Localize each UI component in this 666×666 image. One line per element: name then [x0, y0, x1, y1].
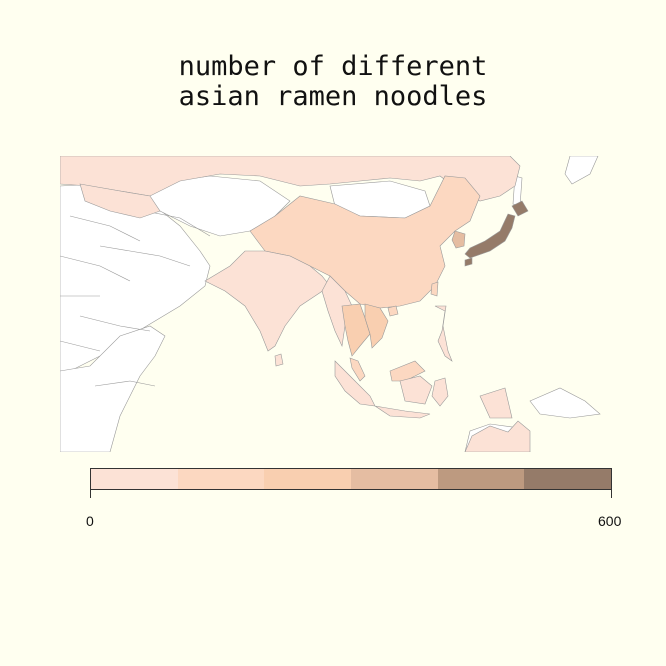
- region-indonesia: [334, 360, 513, 419]
- legend-bin-4: [351, 469, 438, 489]
- region-thailand: [341, 303, 371, 357]
- region-sri-lanka: [274, 353, 284, 367]
- region-australia: [464, 420, 531, 452]
- region-hainan: [387, 305, 399, 317]
- legend-bin-3: [264, 469, 352, 489]
- region-kazakhstan: [79, 183, 161, 219]
- region-south-korea: [451, 230, 466, 249]
- legend-tick-max: [611, 490, 612, 498]
- region-papua: [529, 387, 601, 419]
- region-vietnam: [364, 303, 389, 349]
- map-title-line-2: asian ramen noodles: [178, 81, 488, 112]
- legend-bin-2: [177, 469, 265, 489]
- legend-min-label: 0: [86, 513, 94, 529]
- map-title: number of different asian ramen noodles: [0, 52, 666, 112]
- choropleth-map: [60, 156, 601, 452]
- legend-color-bar: [90, 468, 612, 490]
- region-japan: [464, 200, 529, 267]
- legend-tick-min: [90, 490, 91, 498]
- region-philippines: [434, 305, 453, 362]
- region-taiwan: [430, 281, 439, 297]
- legend-bin-5: [437, 469, 525, 489]
- legend-bin-1: [91, 469, 178, 489]
- region-myanmar: [321, 275, 353, 348]
- legend-bin-6: [524, 469, 612, 489]
- region-malaysia: [349, 357, 426, 382]
- region-kamchatka: [564, 156, 599, 185]
- legend-max-label: 600: [598, 513, 622, 529]
- map-title-line-1: number of different: [178, 51, 488, 82]
- region-east-africa: [60, 325, 166, 452]
- region-india: [204, 250, 331, 352]
